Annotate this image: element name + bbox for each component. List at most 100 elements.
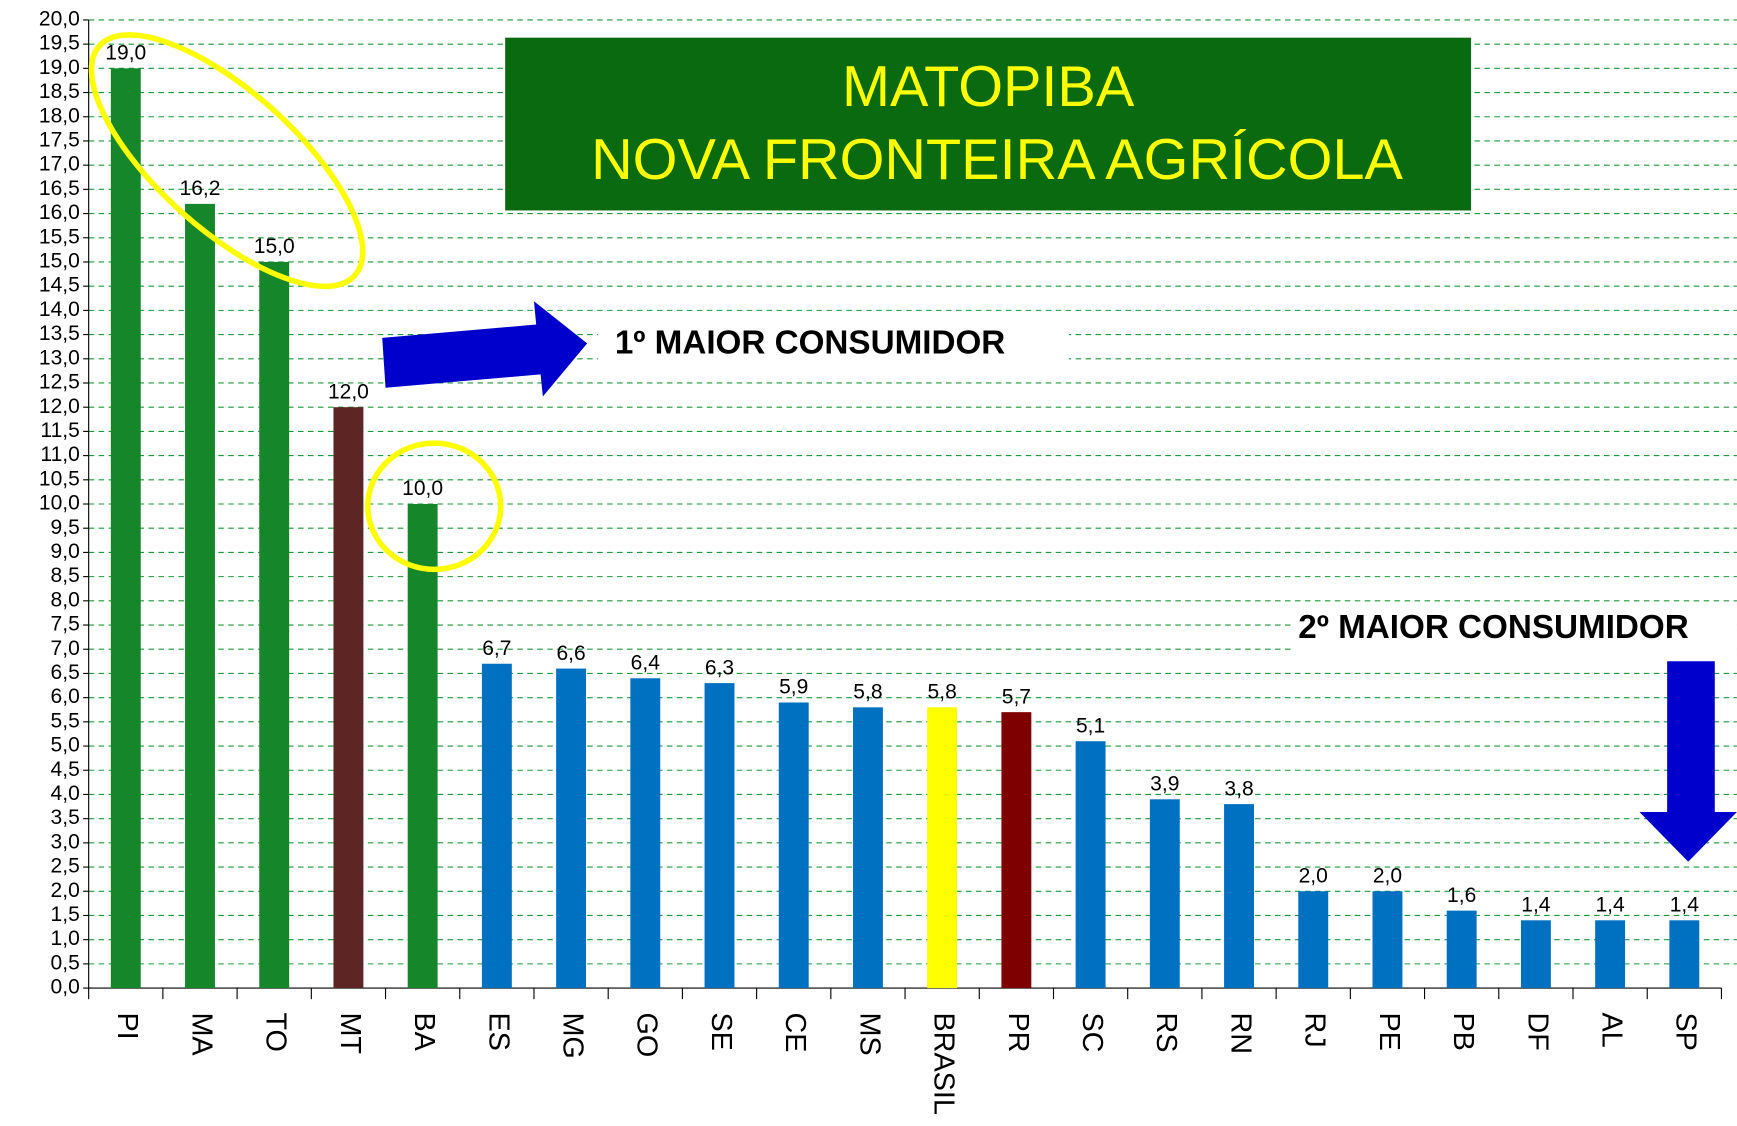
x-tick-label: SC: [1076, 1012, 1108, 1052]
x-tick-label: PR: [1002, 1012, 1034, 1052]
value-label: 1,6: [1447, 884, 1476, 907]
y-tick-label: 14,0: [39, 298, 80, 321]
bar: [1298, 891, 1329, 989]
annotation-bg: [598, 312, 1069, 377]
y-tick-label: 6,0: [51, 685, 80, 708]
value-label: 6,6: [556, 642, 585, 665]
y-tick-label: 0,0: [51, 976, 80, 999]
bars: PI 19,0 MA 16,2 TO 15,0 MT 12,0 BA 10,0 ES 6,7 MG 6,6…: [105, 42, 1701, 1115]
x-tick-label: AL: [1596, 1012, 1628, 1047]
value-label: 5,1: [1076, 714, 1105, 737]
value-label: 1,4: [1670, 893, 1700, 916]
y-tick-label: 6,5: [51, 661, 80, 684]
value-label: 16,2: [180, 177, 221, 200]
y-tick-label: 20,0: [39, 8, 80, 31]
bar: [704, 683, 735, 989]
bar: [1372, 891, 1403, 989]
x-tick-label: PB: [1447, 1012, 1479, 1050]
bar: [1149, 799, 1180, 989]
value-label: 2,0: [1373, 864, 1402, 887]
y-tick-label: 16,5: [39, 177, 80, 200]
value-label: 19,0: [105, 42, 146, 65]
x-tick-label: BA: [408, 1012, 440, 1051]
y-tick-label: 1,0: [51, 927, 80, 950]
y-tick-label: 4,5: [51, 758, 80, 781]
y-tick-label: 18,5: [39, 80, 80, 103]
value-label: 5,7: [1002, 685, 1031, 708]
y-tick-label: 17,5: [39, 129, 80, 152]
y-tick-label: 17,0: [39, 153, 80, 176]
y-tick-label: 5,0: [51, 734, 80, 757]
y-tick-label: 19,0: [39, 56, 80, 79]
x-tick-label: MA: [185, 1012, 217, 1056]
bar: [852, 707, 883, 989]
bar: [556, 668, 587, 989]
y-tick-label: 15,5: [39, 225, 80, 248]
value-label: 5,9: [779, 676, 808, 699]
bar: [185, 203, 215, 989]
y-tick-label: 18,0: [39, 104, 80, 127]
bar: [630, 678, 661, 989]
x-tick-label: RS: [1150, 1012, 1182, 1052]
y-tick-label: 3,0: [51, 830, 80, 853]
y-tick-label: 1,5: [51, 903, 80, 926]
y-tick-label: 13,5: [39, 322, 80, 345]
value-label: 15,0: [254, 235, 295, 258]
value-label: 5,8: [928, 680, 957, 703]
y-tick-label: 19,5: [39, 32, 80, 55]
x-tick-label: ES: [482, 1012, 514, 1050]
value-label: 10,0: [402, 477, 443, 500]
arrow: [382, 301, 588, 397]
x-tick-label: DF: [1521, 1012, 1553, 1050]
annotation: 2º MAIOR CONSUMIDOR: [1298, 609, 1688, 646]
x-tick-label: MT: [334, 1012, 366, 1054]
y-tick-label: 12,0: [39, 395, 80, 418]
annotation: 1º MAIOR CONSUMIDOR: [615, 324, 1005, 361]
value-label: 1,4: [1595, 893, 1625, 916]
x-tick-label: MS: [853, 1012, 885, 1055]
y-tick-label: 10,5: [39, 467, 80, 490]
bar: [110, 68, 141, 989]
bar: [481, 663, 512, 989]
y-tick-label: 16,0: [39, 201, 80, 224]
value-label: 6,3: [705, 656, 734, 679]
y-tick-label: 7,0: [51, 637, 80, 660]
x-tick-label: CE: [779, 1012, 811, 1052]
bar: [407, 504, 438, 989]
x-tick-label: MG: [556, 1012, 588, 1058]
y-tick-label: 14,5: [39, 274, 80, 297]
y-tick-label: 5,5: [51, 709, 80, 732]
value-label: 2,0: [1299, 864, 1328, 887]
bar: [927, 707, 958, 989]
x-tick-label: SP: [1670, 1012, 1702, 1050]
bar: [333, 407, 364, 989]
value-label: 3,9: [1150, 772, 1179, 795]
y-tick-label: 9,0: [51, 540, 80, 563]
value-label: 12,0: [328, 380, 369, 403]
x-tick-label: SE: [705, 1012, 737, 1050]
x-tick-label: PE: [1373, 1012, 1405, 1050]
bar: [1595, 920, 1626, 989]
y-tick-label: 13,0: [39, 346, 80, 369]
y-tick-label: 12,5: [39, 371, 80, 394]
bar: [1669, 920, 1700, 989]
y-tick-label: 10,0: [39, 492, 80, 515]
x-tick-label: TO: [260, 1012, 292, 1051]
annotation-bg: [1290, 603, 1737, 660]
y-tick-label: 9,5: [51, 516, 80, 539]
bar: [1520, 920, 1551, 989]
x-tick-label: RN: [1224, 1012, 1256, 1054]
value-label: 1,4: [1521, 893, 1551, 916]
bar: [1446, 910, 1477, 989]
y-tick-label: 4,0: [51, 782, 80, 805]
highlight-ellipse: [88, 32, 366, 290]
value-label: 5,8: [853, 680, 882, 703]
y-tick-label: 3,5: [51, 806, 80, 829]
highlight-ellipse: [365, 440, 504, 573]
y-tick-label: 7,5: [51, 613, 80, 636]
y-tick-label: 11,5: [40, 419, 79, 442]
bar: [1075, 741, 1106, 989]
x-tick-label: BRASIL: [928, 1012, 960, 1114]
bar: [778, 702, 809, 989]
x-tick-label: GO: [631, 1012, 663, 1057]
